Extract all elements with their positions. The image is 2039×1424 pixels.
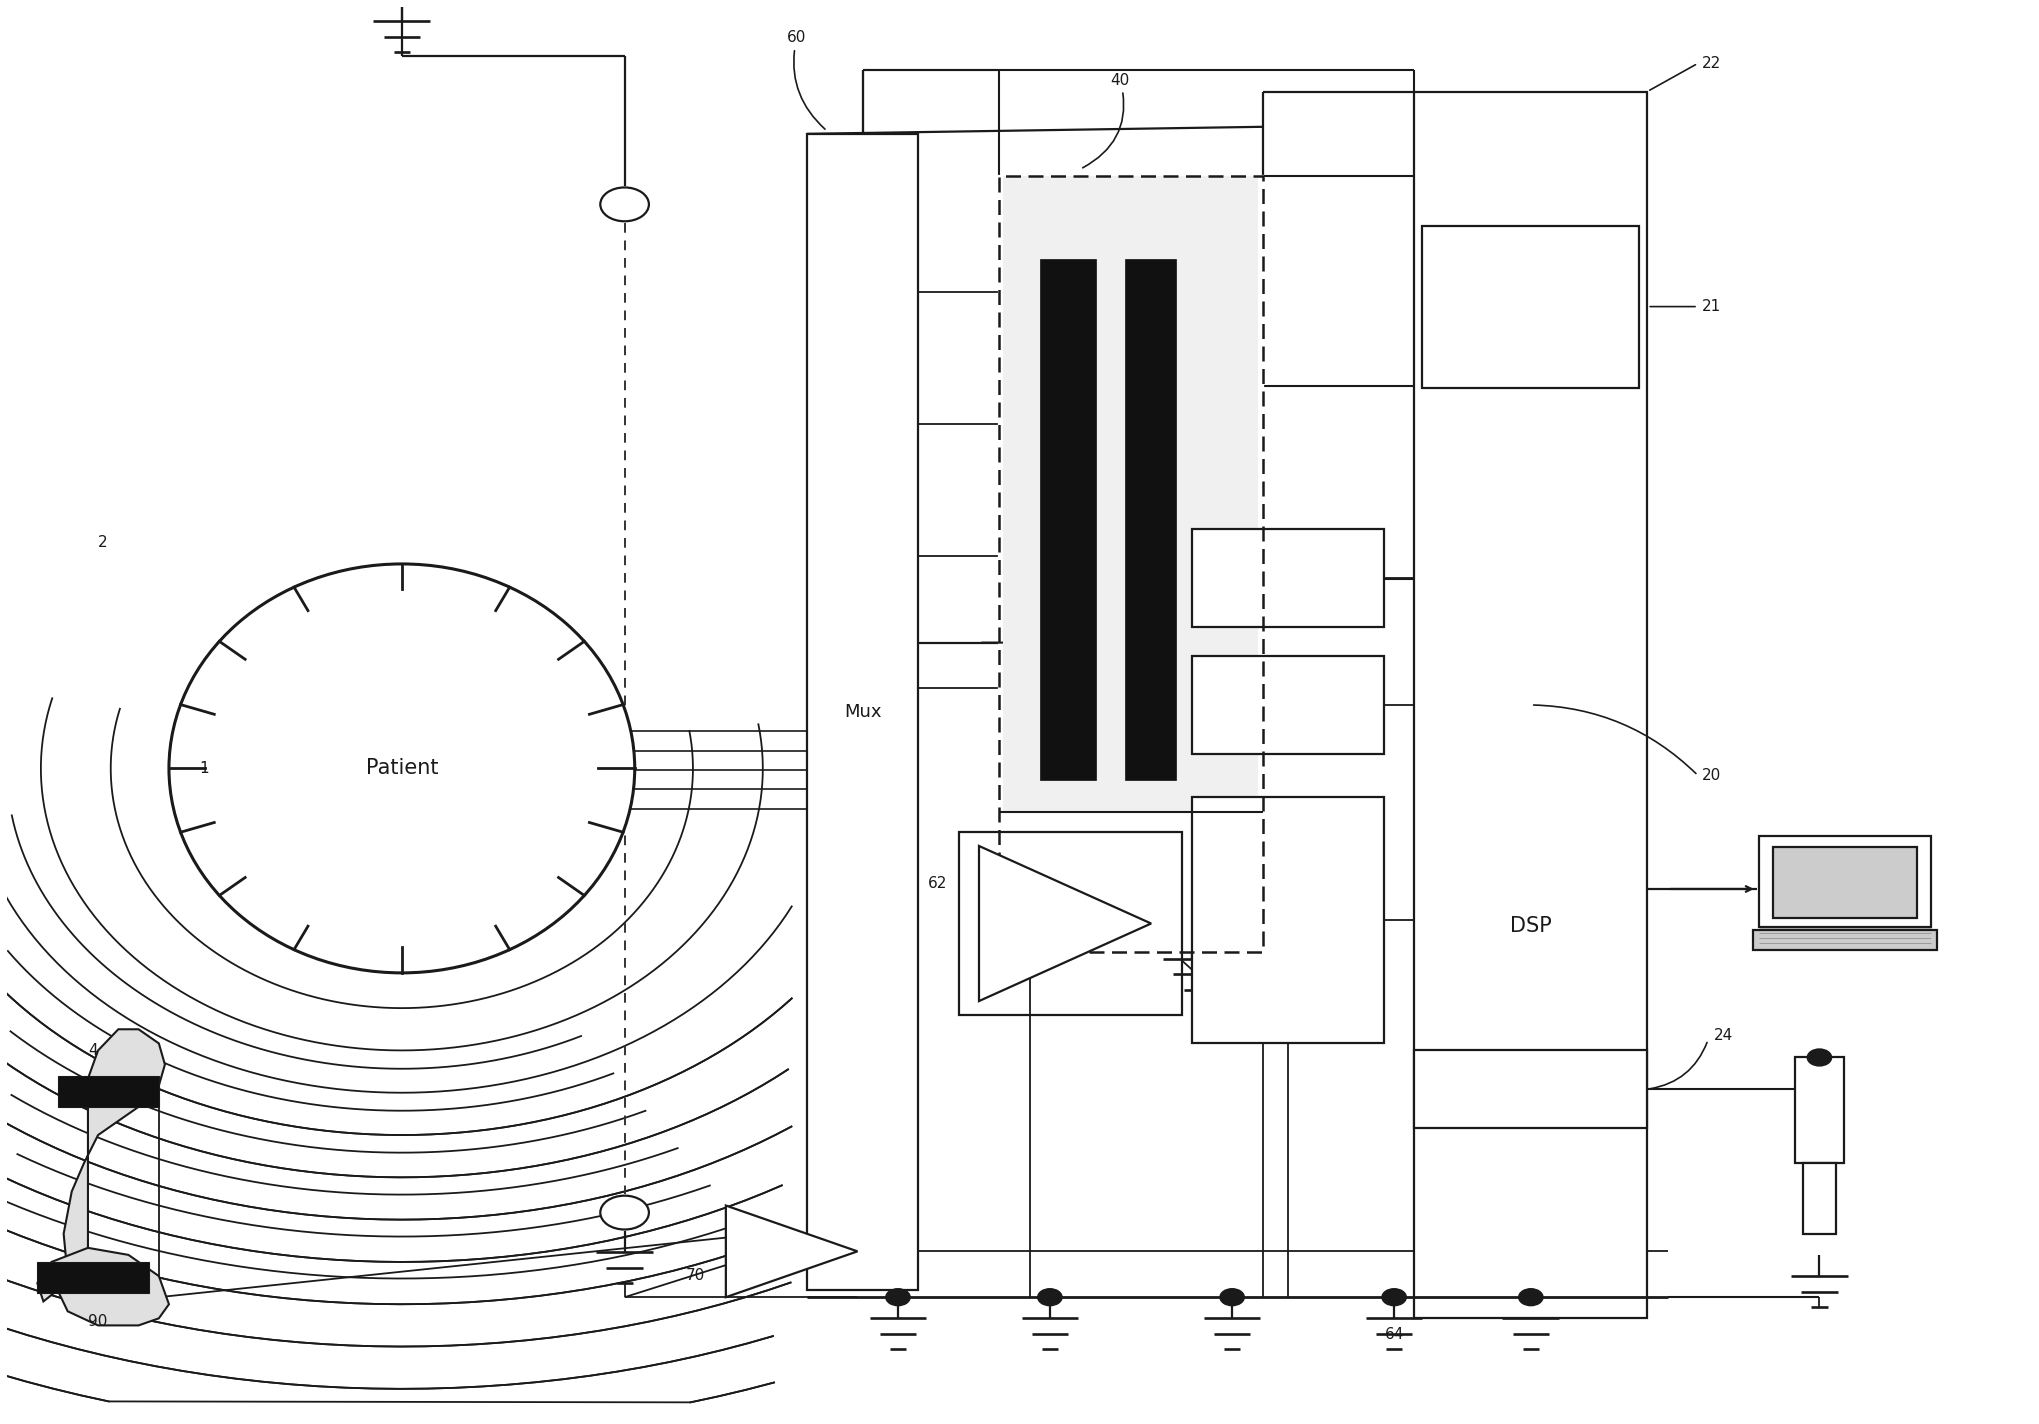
Bar — [1003, 177, 1258, 812]
Text: +: + — [740, 1226, 752, 1239]
Bar — [37, 1262, 149, 1293]
Bar — [1754, 930, 1937, 950]
Text: 4: 4 — [88, 1042, 98, 1058]
Bar — [1772, 847, 1917, 918]
Text: DAC-1: DAC-1 — [1505, 298, 1556, 316]
Circle shape — [1807, 1049, 1831, 1067]
Text: Mux: Mux — [844, 703, 881, 721]
Text: 22: 22 — [1703, 56, 1721, 71]
Text: 64: 64 — [1384, 1327, 1403, 1343]
Text: +: + — [997, 883, 1009, 896]
Text: −: − — [740, 1263, 752, 1277]
Text: ADC: ADC — [1270, 911, 1305, 928]
Circle shape — [599, 188, 648, 221]
Ellipse shape — [169, 564, 634, 973]
Circle shape — [599, 1196, 648, 1229]
Bar — [1423, 225, 1639, 387]
Polygon shape — [37, 1247, 169, 1326]
Text: fm: fm — [1101, 611, 1119, 624]
Text: 24: 24 — [1715, 1028, 1733, 1044]
Text: DAC-2: DAC-2 — [1507, 1082, 1554, 1096]
Text: −: − — [997, 950, 1009, 965]
Bar — [1040, 259, 1097, 780]
Text: 60: 60 — [787, 30, 826, 130]
Polygon shape — [726, 1206, 858, 1297]
Bar — [958, 832, 1181, 1015]
Bar — [57, 1075, 159, 1106]
Circle shape — [1519, 1289, 1544, 1306]
Bar — [1191, 655, 1384, 755]
Text: DAC-4: DAC-4 — [1264, 698, 1311, 712]
Text: 2: 2 — [98, 535, 108, 550]
Bar — [1794, 1058, 1843, 1163]
Polygon shape — [979, 846, 1152, 1001]
Bar — [1415, 1051, 1648, 1128]
Text: 70: 70 — [685, 1267, 705, 1283]
Bar — [999, 177, 1262, 951]
Circle shape — [1219, 1289, 1244, 1306]
Text: DAC-3: DAC-3 — [1264, 571, 1311, 585]
Text: 21: 21 — [1703, 299, 1721, 315]
Text: 40: 40 — [1083, 73, 1130, 168]
Text: 90: 90 — [88, 1314, 108, 1329]
Bar — [1415, 91, 1648, 1319]
Polygon shape — [63, 1030, 165, 1290]
Text: Patient: Patient — [365, 759, 438, 779]
Circle shape — [1038, 1289, 1062, 1306]
Bar — [807, 134, 918, 1290]
Bar — [1191, 528, 1384, 628]
Circle shape — [885, 1289, 909, 1306]
Text: DSP: DSP — [1511, 916, 1552, 936]
Bar — [1802, 1163, 1835, 1233]
Bar — [1191, 796, 1384, 1044]
Text: 62: 62 — [928, 876, 948, 891]
Circle shape — [1382, 1289, 1407, 1306]
Bar — [1760, 836, 1931, 927]
Bar — [1126, 259, 1177, 780]
Text: 1: 1 — [200, 760, 208, 776]
Text: 20: 20 — [1703, 768, 1721, 783]
Bar — [999, 177, 1262, 951]
